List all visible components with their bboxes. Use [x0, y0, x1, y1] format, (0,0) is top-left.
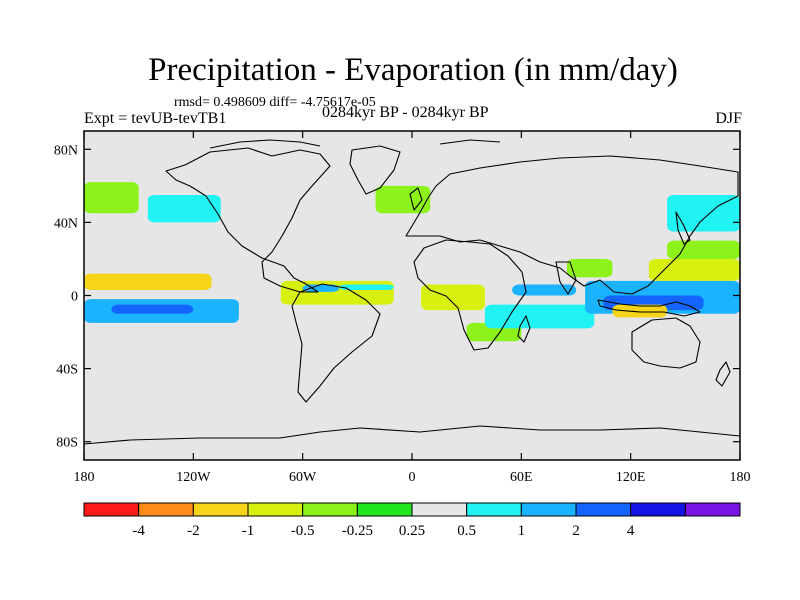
axes: 80N 40N 0 40S 80S 180 120W 60W 0 60E 120E 180 — [54, 131, 751, 485]
colorbar-box — [520, 502, 577, 517]
colorbar-box — [138, 502, 194, 517]
colorbar-label: 4 — [627, 523, 635, 539]
colorbar-label: -1 — [242, 523, 255, 539]
contour-regions — [84, 182, 740, 365]
y-tick-label: 0 — [71, 290, 78, 305]
y-tick-label: 80N — [54, 143, 78, 158]
colorbar: -4 -2 -1 -0.5 -0.25 0.25 0.5 1 2 4 — [83, 502, 741, 539]
x-tick-label: 120W — [176, 470, 211, 485]
contour-region — [421, 284, 485, 311]
coastline-south-america — [291, 283, 381, 403]
x-axis: 180 120W 60W 0 60E 120E 180 — [74, 131, 751, 485]
contour-region — [311, 341, 349, 365]
coastline-japan — [675, 211, 691, 245]
coastline-greenland — [349, 145, 401, 195]
colorbar-box — [466, 502, 522, 517]
colorbar-boxes — [83, 502, 741, 517]
colorbar-label: -0.5 — [291, 523, 315, 539]
contour-region — [147, 194, 221, 223]
coastline-north-america — [165, 147, 331, 293]
colorbar-box — [192, 502, 249, 517]
colorbar-box — [302, 502, 358, 517]
contour-region — [280, 280, 394, 305]
x-tick-label: 0 — [409, 470, 416, 485]
x-tick-label: 60W — [289, 470, 317, 485]
colorbar-box — [575, 502, 632, 517]
contour-region — [302, 284, 340, 292]
contour-region — [284, 222, 358, 241]
coastline-antarctica — [84, 425, 740, 445]
coastline-eurasia — [405, 155, 739, 295]
colorbar-labels: -4 -2 -1 -0.5 -0.25 0.25 0.5 1 2 4 — [132, 523, 635, 539]
contour-region — [84, 182, 139, 214]
coastline-india — [555, 261, 577, 295]
experiment-label: Expt = tevUB-tevTB1 — [84, 110, 227, 127]
colorbar-box — [630, 502, 686, 517]
colorbar-label: -4 — [132, 523, 145, 539]
contour-region — [612, 304, 668, 318]
coastline-madagascar — [517, 315, 531, 343]
y-tick-label: 40N — [54, 216, 78, 231]
colorbar-label: -0.25 — [342, 523, 373, 539]
contour-region — [648, 258, 740, 281]
x-tick-label: 60E — [510, 470, 533, 485]
coastline-new-zealand — [715, 361, 731, 387]
colorbar-box — [83, 502, 140, 517]
coastline-british-isles — [409, 187, 423, 211]
coastline-australia — [631, 317, 701, 369]
season-label: DJF — [715, 110, 742, 127]
colorbar-box — [356, 502, 413, 517]
coastline-africa — [413, 239, 527, 351]
y-axis: 80N 40N 0 40S 80S — [54, 143, 740, 451]
plot-area — [83, 130, 741, 461]
x-tick-label: 120E — [616, 470, 646, 485]
contour-region — [484, 304, 595, 329]
contour-region — [339, 284, 394, 291]
x-tick-label: 180 — [730, 470, 751, 485]
coastline-arctic-islands — [209, 139, 501, 149]
y-tick-label: 40S — [56, 363, 78, 378]
colorbar-box — [411, 502, 468, 517]
coastlines — [84, 139, 740, 445]
contour-region — [111, 304, 194, 314]
colorbar-label: 1 — [518, 523, 526, 539]
colorbar-label: -2 — [187, 523, 200, 539]
stats-line: rmsd= 0.498609 diff= -4.75617e-05 — [174, 95, 376, 110]
coastline-indonesia — [597, 299, 701, 317]
contour-region — [512, 284, 576, 296]
period-label: 0284kyr BP - 0284kyr BP — [322, 104, 489, 121]
contour-region — [84, 273, 212, 291]
colorbar-label: 2 — [572, 523, 580, 539]
colorbar-box — [684, 502, 741, 517]
contour-region — [566, 258, 613, 278]
plot-title: Precipitation - Evaporation (in mm/day) — [148, 52, 678, 88]
y-tick-label: 80S — [56, 436, 78, 451]
colorbar-box — [247, 502, 304, 517]
x-tick-label: 180 — [74, 470, 95, 485]
contour-region — [348, 322, 431, 342]
colorbar-label: 0.5 — [457, 523, 476, 539]
colorbar-label: 0.25 — [399, 523, 425, 539]
